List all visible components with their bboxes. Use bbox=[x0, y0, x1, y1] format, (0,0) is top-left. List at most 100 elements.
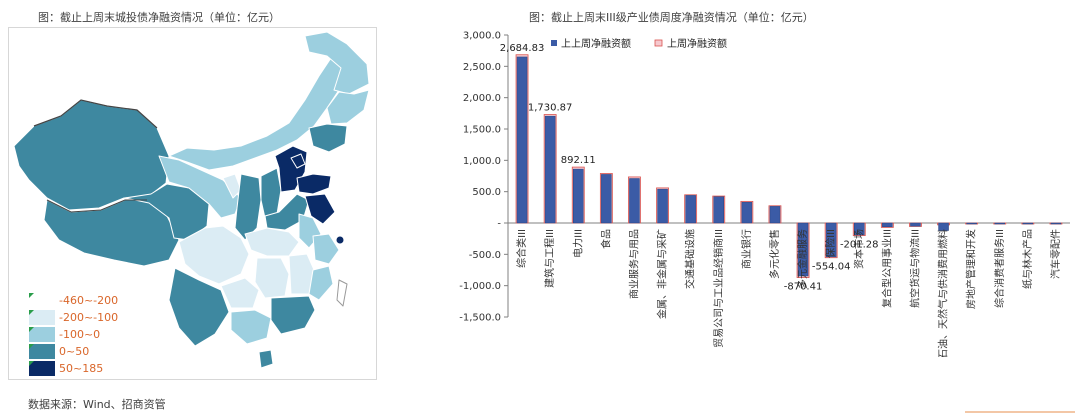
legend-swatch bbox=[29, 361, 55, 376]
region-beijing-tianjin bbox=[290, 153, 306, 169]
bar-week-before-last bbox=[1050, 222, 1062, 225]
legend-corner-marker bbox=[29, 361, 34, 366]
bar-week-before-last bbox=[994, 222, 1005, 225]
data-source-note: 数据来源：Wind、招商资管 bbox=[28, 398, 166, 411]
legend-label: -460~-200 bbox=[59, 294, 119, 307]
bar-week-before-last bbox=[629, 178, 640, 224]
china-choropleth-map: -460~-200 -200~-100 -100~0 0~50 50~185 bbox=[8, 27, 377, 380]
region-hubei bbox=[244, 227, 300, 257]
region-guizhou bbox=[220, 277, 260, 309]
y-tick-label: -1,500.0 bbox=[459, 313, 501, 324]
region-guangxi bbox=[230, 309, 272, 345]
x-category-label: 建筑与工程III bbox=[543, 229, 556, 288]
data-label: -870.41 bbox=[784, 282, 823, 293]
legend-swatch-week-before-last bbox=[551, 40, 557, 46]
legend-corner-marker bbox=[29, 310, 34, 315]
bar-week-before-last bbox=[854, 222, 865, 236]
x-category-label: 金属、非金属与采矿 bbox=[656, 229, 669, 319]
x-category-label: 房地产管理和开发 bbox=[965, 229, 978, 309]
legend-corner-marker bbox=[29, 327, 34, 332]
china-map-graphic bbox=[13, 31, 370, 369]
region-shanxi bbox=[260, 167, 282, 219]
bar-week-before-last bbox=[882, 222, 893, 228]
legend-corner-marker bbox=[29, 344, 34, 349]
legend-label: -200~-100 bbox=[59, 311, 119, 324]
x-category-label: 复合型公用事业III bbox=[880, 229, 893, 308]
legend-swatch bbox=[29, 310, 55, 325]
map-chart-title: 图：截止上周末城投债净融资情况（单位：亿元） bbox=[38, 11, 280, 24]
x-category-label: 汽车零配件 bbox=[1049, 229, 1062, 279]
region-liaoning bbox=[308, 123, 348, 153]
region-zhejiang bbox=[312, 233, 340, 265]
x-category-label: 航空货运与物流III bbox=[908, 229, 921, 308]
region-yunnan bbox=[168, 267, 230, 347]
data-label: 2,684.83 bbox=[500, 43, 545, 54]
x-category-label: 资本市场 bbox=[852, 229, 865, 269]
y-tick-label: -500.0 bbox=[469, 250, 501, 261]
region-jilin bbox=[326, 89, 370, 125]
y-tick-label: 1,500.0 bbox=[463, 125, 501, 136]
x-category-label: 综合消费者服务III bbox=[993, 229, 1006, 308]
x-category-label: 多元金融服务 bbox=[796, 229, 809, 289]
legend-swatch-last-week bbox=[654, 39, 663, 47]
legend-label-last-week: 上周净融资额 bbox=[667, 37, 727, 50]
bar-week-before-last bbox=[1022, 222, 1034, 225]
region-taiwan bbox=[336, 279, 348, 307]
data-label: 1,730.87 bbox=[528, 103, 573, 114]
legend-label: 50~185 bbox=[59, 362, 104, 375]
x-category-label: 保险III bbox=[824, 229, 837, 258]
x-category-label: 综合类III bbox=[515, 229, 528, 268]
legend-label: -100~0 bbox=[59, 328, 101, 341]
y-tick-label: -1,000.0 bbox=[459, 281, 501, 292]
y-tick-label: 1,000.0 bbox=[463, 156, 501, 167]
legend-label-week-before-last: 上上周净融资额 bbox=[561, 37, 631, 50]
region-fujian bbox=[308, 265, 334, 301]
bar-week-before-last bbox=[516, 56, 528, 224]
bar-week-before-last bbox=[544, 115, 556, 224]
y-tick-label: 3,000.0 bbox=[463, 31, 501, 42]
y-tick-label: 500.0 bbox=[472, 187, 501, 198]
bar-week-before-last bbox=[573, 168, 584, 224]
region-hainan bbox=[258, 349, 274, 369]
bar-week-before-last bbox=[797, 222, 809, 277]
region-guangdong bbox=[270, 295, 316, 335]
y-tick-label: - bbox=[497, 219, 501, 230]
legend-label: 0~50 bbox=[59, 345, 90, 358]
footer-accent-line bbox=[965, 411, 1075, 413]
x-category-label: 多元化零售 bbox=[768, 229, 781, 279]
legend-corner-marker bbox=[29, 293, 34, 298]
y-tick-label: 2,500.0 bbox=[463, 62, 501, 73]
legend-swatch bbox=[29, 344, 55, 359]
bar-week-before-last bbox=[601, 174, 612, 224]
region-sichuan bbox=[178, 225, 250, 285]
bar-week-before-last bbox=[769, 206, 781, 224]
x-category-label: 电力III bbox=[571, 229, 584, 258]
bar-week-before-last bbox=[713, 196, 724, 224]
bar-week-before-last bbox=[741, 202, 753, 224]
bar-chart: 3,000.0 2,500.0 2,000.0 1,500.0 1,000.0 500.0… bbox=[459, 31, 1070, 357]
region-inner-mongolia bbox=[168, 57, 348, 171]
x-category-label: 商业服务与用品 bbox=[627, 229, 640, 299]
bar-chart-title: 图：截止上周末III级产业债周度净融资情况（单位：亿元） bbox=[529, 11, 814, 24]
bar-week-before-last bbox=[685, 195, 696, 224]
region-gansu bbox=[158, 155, 242, 219]
x-category-label: 商业银行 bbox=[740, 229, 753, 269]
x-category-label: 交通基础设施 bbox=[684, 229, 697, 289]
bar-week-before-last bbox=[657, 188, 668, 224]
bar-week-before-last bbox=[910, 222, 921, 227]
legend-swatch bbox=[29, 293, 55, 308]
data-label: 892.11 bbox=[561, 155, 596, 166]
x-category-label: 食品 bbox=[599, 229, 612, 249]
bar-week-before-last bbox=[825, 222, 837, 258]
legend-swatch bbox=[29, 327, 55, 342]
region-qinghai bbox=[124, 183, 210, 241]
x-category-label: 石油、天然气与供消费用燃料 bbox=[937, 229, 950, 357]
x-category-label: 纸与林木产品 bbox=[1021, 229, 1034, 289]
x-category-label: 贸易公司与工业品经销商III bbox=[712, 229, 725, 348]
region-jiangsu bbox=[304, 193, 336, 225]
y-tick-label: 2,000.0 bbox=[463, 93, 501, 104]
bar-week-before-last bbox=[966, 222, 977, 225]
region-hunan bbox=[254, 257, 290, 299]
data-label: -201.28 bbox=[840, 240, 879, 251]
region-shandong bbox=[296, 173, 332, 195]
